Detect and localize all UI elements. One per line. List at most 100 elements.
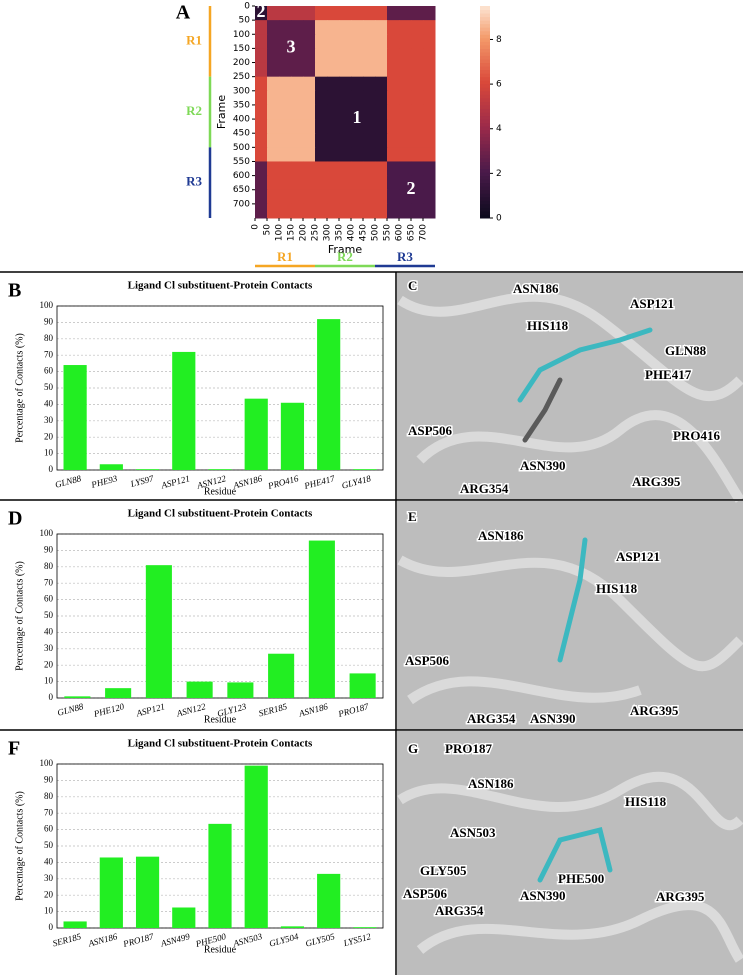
colorbar-segment xyxy=(480,193,490,198)
heatmap-cell xyxy=(291,48,304,64)
y-tick-label: 90 xyxy=(44,316,54,326)
heatmap-cell xyxy=(375,62,388,78)
heatmap-cell xyxy=(423,48,436,64)
y-tick-label: 40 xyxy=(44,398,54,408)
heatmap-cell xyxy=(363,147,376,162)
y-tick-label: 70 xyxy=(44,577,54,587)
heatmap-cell xyxy=(387,76,400,92)
heatmap-cell xyxy=(315,34,328,49)
y-tick-label: 30 xyxy=(44,873,54,883)
heatmap-cell xyxy=(255,34,268,49)
colorbar-segment xyxy=(480,94,490,99)
heatmap-cell xyxy=(363,104,376,120)
region-label: R3 xyxy=(397,249,413,264)
colorbar-segment xyxy=(480,210,490,215)
heatmap-cell xyxy=(291,175,304,191)
bar xyxy=(172,907,196,928)
heatmap-cell xyxy=(315,48,328,64)
heatmap-cell xyxy=(339,147,352,162)
colorbar-segment xyxy=(480,13,490,18)
heatmap-cell xyxy=(303,189,316,205)
colorbar-segment xyxy=(480,23,490,28)
residue-label: ASN186 xyxy=(513,281,559,296)
bar xyxy=(64,696,91,698)
y-tick-label: 60 xyxy=(44,824,54,834)
heatmap-cell xyxy=(339,161,352,177)
y-tick-label: 30 xyxy=(44,415,54,425)
heatmap-cell xyxy=(267,175,280,191)
bar xyxy=(280,402,305,470)
heatmap-cell xyxy=(411,62,424,78)
heatmap-cell xyxy=(387,34,400,49)
colorbar-segment xyxy=(480,150,490,155)
heatmap-cell xyxy=(411,20,424,35)
y-tick-label: 400 xyxy=(233,115,250,125)
heatmap-cell xyxy=(291,90,304,106)
bar xyxy=(308,540,335,698)
y-tick-label: 30 xyxy=(44,643,54,653)
x-tick-label: 700 xyxy=(419,224,429,241)
heatmap-cell xyxy=(375,161,388,177)
colorbar-segment xyxy=(480,48,490,53)
heatmap-cell xyxy=(291,147,304,162)
colorbar-tick-label: 6 xyxy=(496,80,502,90)
residue-label: ASN390 xyxy=(530,711,576,726)
heatmap-cell xyxy=(279,90,292,106)
heatmap-cell xyxy=(327,20,340,35)
x-axis-title: Residue xyxy=(204,486,237,497)
heatmap-cell xyxy=(387,189,400,205)
heatmap-cell xyxy=(411,90,424,106)
colorbar-segment xyxy=(480,129,490,134)
heatmap-cell xyxy=(387,147,400,162)
y-tick-label: 0 xyxy=(49,464,54,474)
heatmap-cell xyxy=(339,189,352,205)
residue-label: ARG354 xyxy=(460,481,509,496)
heatmap-cell xyxy=(423,175,436,191)
colorbar-segment xyxy=(480,200,490,205)
heatmap-cell xyxy=(327,62,340,78)
colorbar-segment xyxy=(480,186,490,191)
y-axis-title: Frame xyxy=(215,95,228,130)
x-tick-label: 450 xyxy=(359,224,369,241)
cluster-annotation: 3 xyxy=(287,37,296,57)
colorbar-segment xyxy=(480,34,490,39)
colorbar-segment xyxy=(480,87,490,92)
colorbar-tick-label: 8 xyxy=(496,35,502,45)
heatmap-cell xyxy=(315,90,328,106)
residue-label: ARG395 xyxy=(632,474,681,489)
region-label: R3 xyxy=(186,174,202,189)
panel-label: A xyxy=(176,2,191,24)
colorbar-segment xyxy=(480,73,490,78)
heatmap-cell xyxy=(267,20,280,35)
y-tick-label: 80 xyxy=(44,561,54,571)
heatmap-cell xyxy=(411,34,424,49)
heatmap-cell xyxy=(363,48,376,64)
heatmap-cell xyxy=(327,133,340,148)
heatmap-cell xyxy=(267,133,280,148)
colorbar-segment xyxy=(480,112,490,117)
heatmap-cell xyxy=(267,203,280,219)
panel-label: F xyxy=(8,738,20,760)
colorbar-segment xyxy=(480,97,490,102)
heatmap-cell xyxy=(255,119,268,134)
heatmap-cell xyxy=(351,76,364,92)
residue-label: ASN390 xyxy=(520,458,566,473)
y-axis-title: Percentage of Contacts (%) xyxy=(14,561,25,671)
heatmap-cell xyxy=(423,119,436,134)
heatmap-cell xyxy=(303,161,316,177)
heatmap-cell xyxy=(375,203,388,219)
region-label: R2 xyxy=(337,249,353,264)
colorbar-segment xyxy=(480,182,490,187)
bar xyxy=(317,873,341,928)
heatmap-cell xyxy=(363,161,376,177)
residue-label: ASN503 xyxy=(450,825,496,840)
heatmap-cell xyxy=(303,175,316,191)
heatmap-cell xyxy=(303,203,316,219)
y-tick-label: 0 xyxy=(244,2,250,12)
heatmap-cell xyxy=(267,6,280,21)
heatmap-cell xyxy=(351,104,364,120)
chart-title: Ligand Cl substituent-Protein Contacts xyxy=(128,508,313,520)
colorbar-segment xyxy=(480,108,490,113)
heatmap-cell xyxy=(363,76,376,92)
heatmap-cell xyxy=(303,20,316,35)
